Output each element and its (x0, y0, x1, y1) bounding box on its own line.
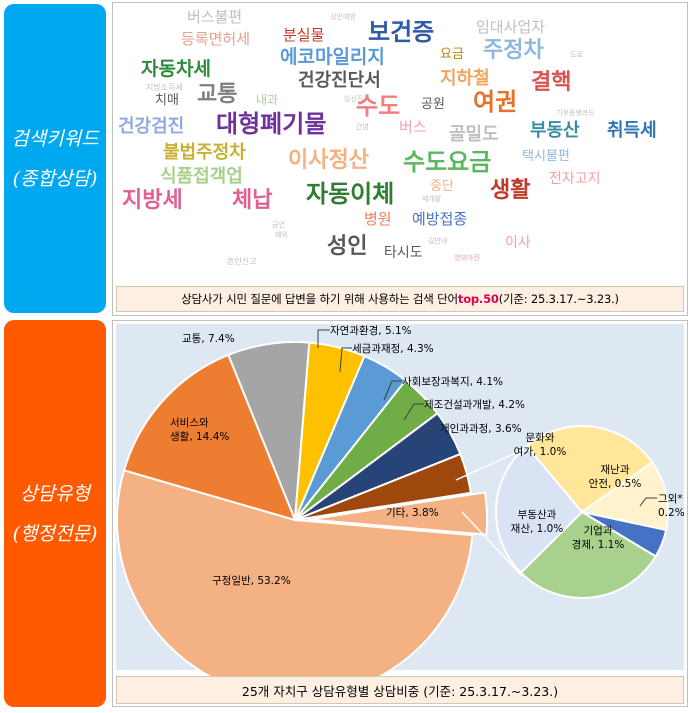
pie-label-main: 사회보장과복지, 4.1% (402, 376, 503, 388)
leader-line (403, 403, 424, 421)
caption-text-pre: 상담사가 시민 질문에 답변을 하기 위해 사용하는 검색 단어 (181, 292, 458, 306)
cloud-word: 주정차 (483, 38, 544, 63)
word-cloud-panel (112, 2, 688, 316)
cloud-word: 불법주정차 (163, 142, 246, 163)
pie-chart-caption: 25개 자치구 상담유형별 상담비중 (기준: 25.3.17.~3.23.) (116, 676, 684, 704)
pie-slice-main (294, 452, 473, 521)
cloud-word: 지방소득세 (146, 83, 183, 92)
cloud-word: 분실물 (283, 26, 325, 44)
leader-line (639, 497, 657, 507)
cloud-word: 건강검진 (118, 116, 185, 137)
caption-highlight: top.50 (457, 292, 499, 306)
cloud-word: 요금 (440, 47, 464, 62)
cloud-word: 지방세 (122, 188, 183, 213)
cloud-word: 길만내 (428, 237, 448, 245)
pie-slice-main (122, 353, 297, 522)
pie-label-main: 세금과재정, 4.3% (352, 343, 434, 355)
connector-line (461, 511, 523, 577)
cloud-word: 대형폐기물 (216, 110, 327, 138)
cloud-word: 수도 (356, 92, 401, 120)
cloud-word: 체납 (232, 188, 273, 213)
cloud-word: 혜외 (275, 231, 288, 239)
cloud-word: 간염 (356, 123, 369, 131)
cloud-word: 임대사업자 (476, 18, 546, 36)
cloud-word: 결핵 (531, 70, 572, 95)
cloud-word: 이사 (505, 235, 531, 251)
cloud-word: 버스불편 (187, 8, 243, 26)
pie-label-main: 교통, 7.4% (182, 333, 235, 345)
side-label-search: 검색키워드 (종합상담) (4, 4, 106, 313)
cloud-word: 혼인신고 (227, 257, 257, 266)
side-label-consult: 상담유형 (행정전문) (4, 320, 106, 707)
pie-slice-sub (519, 510, 658, 599)
cloud-word: 건강진단서 (298, 70, 381, 91)
side-label-search-line2: (종합상담) (12, 167, 98, 190)
pie-label-main: 개인과과정, 3.6% (440, 423, 522, 435)
pie-slice-sub (525, 425, 654, 514)
cloud-word: 예방접종 (412, 210, 468, 228)
cloud-word: 병원 (364, 210, 392, 228)
side-label-consult-line2: (행정전문) (12, 522, 98, 545)
cloud-word: 수도요금 (403, 148, 492, 176)
cloud-word: 여권 (473, 88, 518, 116)
side-label-search-line1: 검색키워드 (11, 127, 99, 150)
pie-label-main: 기타, 3.8% (386, 507, 439, 519)
cloud-word: 치매 (155, 93, 179, 108)
pie-label-sub: 기업과 경제, 1.1% (572, 524, 625, 551)
pie-label-sub: 재난과 안전, 0.5% (589, 464, 642, 490)
cloud-word: 버스 (399, 118, 427, 136)
cloud-word: 금연 (272, 221, 285, 229)
side-label-consult-line1: 상담유형 (20, 482, 90, 505)
cloud-word: 등록면허세 (181, 30, 251, 48)
cloud-word: 식품접객업 (160, 166, 243, 187)
leader-line (317, 329, 330, 348)
cloud-word: 부동산 (530, 120, 580, 141)
pie-label-main: 제조건설과개발, 4.2% (424, 399, 525, 411)
pie-label-main: 자연과환경, 5.1% (330, 324, 412, 337)
cloud-word: 이사정산 (288, 148, 369, 173)
pie-label-main: 서비스와 생활, 14.4% (170, 417, 229, 443)
pie-slice-sub (495, 444, 584, 574)
cloud-word: 영외야진 (454, 254, 480, 262)
leader-line (339, 347, 352, 373)
cloud-word: 임신진 (344, 95, 364, 103)
cloud-word: 중단 (430, 179, 454, 194)
pie-slice-main (308, 491, 488, 536)
cloud-word: 골밀도 (449, 124, 499, 145)
pie-slice-sub (579, 460, 669, 532)
caption-text-post: (기준: 25.3.17.~3.23.) (498, 292, 619, 306)
pie-label-sub: 부동산과 재산, 1.0% (511, 509, 564, 535)
connector-line (455, 451, 519, 481)
leader-line (417, 427, 440, 447)
cloud-word: 자동차세 (141, 58, 211, 80)
cloud-word: 지하철 (440, 68, 490, 89)
cloud-word: 재개발 (422, 195, 442, 203)
cloud-word: 자동이체 (306, 180, 395, 208)
cloud-word: 성인 (327, 234, 368, 259)
cloud-word: 내과 (256, 93, 279, 107)
pie-label-sub: 문화와 여가, 1.0% (514, 432, 567, 458)
cloud-word: 성인예방 (330, 13, 356, 21)
cloud-word: 기후동행카드 (556, 109, 595, 117)
cloud-word: 교통 (197, 82, 238, 107)
cloud-word: 보건증 (368, 18, 435, 46)
cloud-word: 도로 (570, 51, 583, 59)
pie-label-sub: 그외* 0.2% (658, 493, 685, 519)
cloud-word: 공원 (421, 97, 445, 112)
word-cloud-caption: 상담사가 시민 질문에 답변을 하기 위해 사용하는 검색 단어 top.50 … (116, 286, 684, 312)
cloud-word: 취득세 (607, 120, 657, 141)
leader-line (383, 380, 402, 401)
cloud-word: 타시도 (384, 245, 423, 261)
cloud-word: 전자고지 (549, 171, 601, 187)
pie-label-main: 구정일반, 53.2% (212, 574, 291, 587)
cloud-word: 에코마일리지 (280, 46, 385, 68)
cloud-word: 생활 (490, 178, 531, 203)
cloud-word: 택시불편 (522, 149, 570, 164)
